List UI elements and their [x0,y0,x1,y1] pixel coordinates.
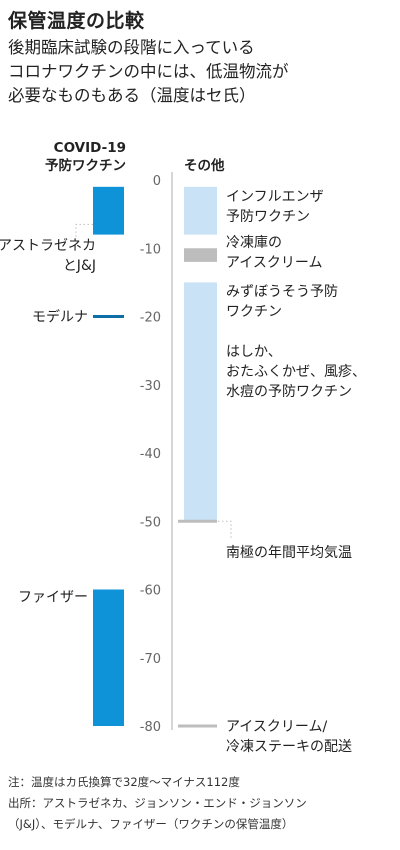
y-tick-label: -60 [140,584,161,599]
label-moderna: モデルナ [32,309,88,326]
left-column-header: COVID-19 [54,140,126,156]
subtitle-line: コロナワクチンの中には、低温物流が [8,62,289,81]
footer-source: 出所：アストラゼネカ、ジョンソン・エンド・ジョンソン [8,796,307,810]
y-tick-label: -10 [140,242,161,257]
label-chickenpox-vaccine: みずぼうそう予防 [226,284,338,300]
label-influenza-vaccine: インフルエンザ [226,189,324,205]
storage-temperature-chart: 0-10-20-30-40-50-60-70-80COVID-19予防ワクチンそ… [0,140,366,755]
y-tick-label: -30 [140,379,161,394]
label-astrazeneca-jj: アストラゼネカ [0,238,96,254]
label-measles-mumps-rubella-varicella: おたふくかぜ、風疹、 [226,364,366,380]
chart-title: 保管温度の比較 [8,10,145,32]
bar-astrazeneca-jj [93,186,124,235]
subtitle-line: 後期臨床試験の段階に入っている [8,38,255,57]
chart-subtitle: 後期臨床試験の段階に入っている コロナワクチンの中には、低温物流が 必要なものも… [8,36,396,108]
chart-footer: 注：温度はカ氏換算で32度～マイナス112度 出所：アストラゼネカ、ジョンソン・… [8,772,398,835]
y-tick-label: -70 [140,652,161,667]
label-influenza-vaccine: 予防ワクチン [226,209,310,225]
y-tick-label: -20 [140,311,161,326]
y-tick-label: -80 [140,720,161,735]
bar-freezer-ice-cream [184,248,217,262]
bar-pfizer [93,589,124,726]
subtitle-line: 必要なものもある（温度はセ氏） [8,86,256,105]
label-ice-cream-delivery: 冷凍ステーキの配送 [226,739,352,755]
label-antarctica: 南極の年間平均気温 [226,545,352,561]
right-column-header: その他 [184,157,225,174]
label-measles-mumps-rubella-varicella: はしか、 [226,344,282,360]
label-ice-cream-delivery: アイスクリーム/ [226,719,327,735]
label-freezer-ice-cream: アイスクリーム [226,255,322,271]
y-tick-label: -50 [140,515,161,530]
footer-source-cont: （J&J）、モデルナ、ファイザー（ワクチンの保管温度） [8,817,294,831]
leader-astrazeneca-jj [75,223,93,239]
bar-influenza-vaccine [184,186,217,235]
footer-note: 注：温度はカ氏換算で32度～マイナス112度 [8,775,240,789]
y-tick-label: -40 [140,447,161,462]
label-measles-mumps-rubella-varicella: 水痘の予防ワクチン [226,384,352,400]
bar-chickenpox-vaccine [184,282,217,522]
label-astrazeneca-jj: とJ&J [63,258,96,274]
label-freezer-ice-cream: 冷凍庫の [226,234,282,251]
leader-antarctica [218,520,232,539]
label-chickenpox-vaccine: ワクチン [226,304,282,320]
left-column-header: 予防ワクチン [45,157,126,174]
label-pfizer: ファイザー [18,590,88,606]
y-tick-label: 0 [153,174,161,189]
